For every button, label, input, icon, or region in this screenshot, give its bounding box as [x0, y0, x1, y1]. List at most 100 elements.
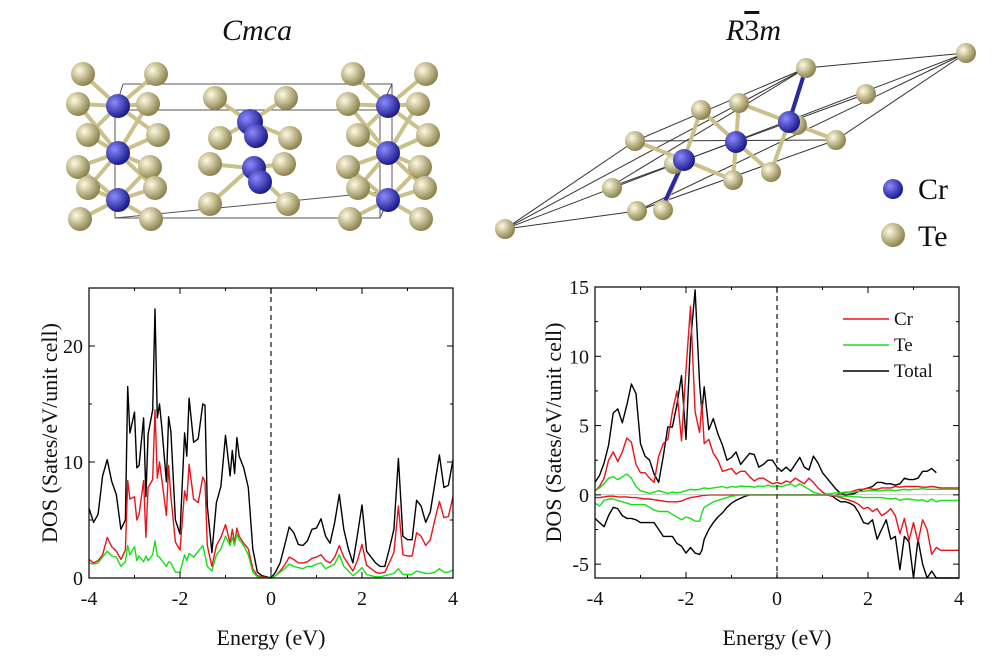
te-atom — [143, 176, 167, 200]
x-tick-label: 2 — [357, 588, 367, 610]
te-atom — [203, 86, 227, 110]
te-atom — [338, 207, 362, 231]
legend-label-te: Te — [918, 220, 948, 253]
series-te — [88, 533, 454, 579]
y-tick-label: 0 — [73, 568, 83, 590]
cr-atom — [106, 188, 130, 212]
dos-plot-cmca: -4 -2 0 2 4 0 10 20 Energy (eV) DOS (Sates/eV/uni… — [37, 287, 458, 650]
unit-cell-edge — [504, 140, 636, 230]
unit-cell-edge — [835, 52, 967, 141]
series-total — [88, 308, 454, 579]
te-atom — [138, 155, 162, 179]
x-tick-label: -4 — [81, 588, 98, 610]
te-atom — [139, 207, 163, 231]
te-atom — [278, 126, 302, 150]
te-atom — [68, 207, 92, 231]
cmca-title: Cmca — [222, 14, 292, 47]
te-atom — [495, 219, 515, 239]
cr-atom — [106, 141, 130, 165]
te-atom — [146, 123, 170, 147]
x-tick-label: 0 — [772, 588, 782, 610]
unit-cell-edge — [634, 67, 807, 142]
cr-atom — [244, 124, 268, 148]
unit-cell-edge — [805, 52, 967, 69]
unit-cell-edge — [607, 67, 807, 189]
te-atom — [274, 86, 298, 110]
series-te-up — [594, 473, 959, 496]
r3m-title: R3m — [726, 14, 781, 48]
te-atom — [796, 58, 816, 78]
te-atom — [336, 155, 360, 179]
te-atom — [627, 201, 647, 221]
x-tick-label: -4 — [587, 588, 604, 610]
te-atom — [76, 176, 100, 200]
cr-atom — [725, 131, 747, 153]
x-tick-label: 4 — [954, 588, 964, 610]
te-atom — [856, 84, 876, 104]
te-atom — [881, 223, 905, 247]
dos-plot-r3m: -4 -2 0 2 4 -5 0 5 10 15 Energy (eV) DOS (Sates/eV/… — [541, 277, 964, 650]
x-tick-label: 2 — [863, 588, 873, 610]
te-atom — [414, 62, 438, 86]
te-atom — [409, 207, 433, 231]
y-tick-label: 10 — [63, 452, 83, 474]
te-atom — [136, 92, 160, 116]
te-atom — [625, 131, 645, 151]
te-atom — [346, 176, 370, 200]
te-atom — [416, 123, 440, 147]
te-atom — [66, 92, 90, 116]
te-atom — [406, 92, 430, 116]
legend-label-cr: Cr — [894, 309, 914, 330]
cr-atom — [106, 94, 130, 118]
x-tick-label: -2 — [678, 588, 695, 610]
te-atom — [956, 43, 976, 63]
cr-atom — [376, 141, 400, 165]
r3m-title-suffix: m — [759, 14, 781, 47]
cr-atom — [673, 149, 695, 171]
unit-cell-edge — [504, 210, 638, 230]
series-total-up — [594, 289, 937, 496]
x-axis-title: Energy (eV) — [217, 625, 326, 650]
te-atom — [76, 123, 100, 147]
series-cr — [88, 409, 454, 579]
te-atom — [208, 126, 232, 150]
te-atom — [723, 170, 743, 190]
y-tick-label: 10 — [569, 346, 589, 368]
crystal-structures: Cr Te — [66, 43, 976, 253]
series-cr-up — [594, 305, 959, 497]
te-atom — [336, 92, 360, 116]
legend-label-total: Total — [894, 361, 933, 382]
x-tick-label: 4 — [448, 588, 458, 610]
cr-atom — [376, 188, 400, 212]
te-atom — [761, 162, 781, 182]
y-tick-label: 20 — [63, 336, 83, 358]
te-atom — [346, 123, 370, 147]
te-atom — [729, 93, 749, 113]
legend-label-te: Te — [894, 335, 913, 356]
y-tick-label: 5 — [579, 416, 589, 438]
x-axis-title: Energy (eV) — [723, 625, 832, 650]
cr-atom — [376, 94, 400, 118]
cr-atom — [778, 111, 800, 133]
te-atom — [341, 62, 365, 86]
legend-label-cr: Cr — [918, 173, 948, 206]
cr-atom — [248, 170, 272, 194]
x-tick-label: -2 — [172, 588, 189, 610]
te-atom — [272, 152, 296, 176]
y-tick-label: -5 — [572, 554, 589, 576]
y-axis-title: DOS (Sates/eV/unit cell) — [37, 323, 62, 543]
te-atom — [276, 192, 300, 216]
te-atom — [691, 100, 711, 120]
te-atom — [66, 155, 90, 179]
te-atom — [653, 200, 673, 220]
te-atom — [413, 176, 437, 200]
cr-atom — [883, 179, 903, 199]
r3m-title-bar-digit: 3 — [744, 14, 760, 47]
te-atom — [198, 192, 222, 216]
te-atom — [198, 152, 222, 176]
te-atom — [71, 62, 95, 86]
r3m-title-prefix: R — [726, 14, 745, 47]
te-atom — [602, 178, 622, 198]
x-tick-label: 0 — [266, 588, 276, 610]
